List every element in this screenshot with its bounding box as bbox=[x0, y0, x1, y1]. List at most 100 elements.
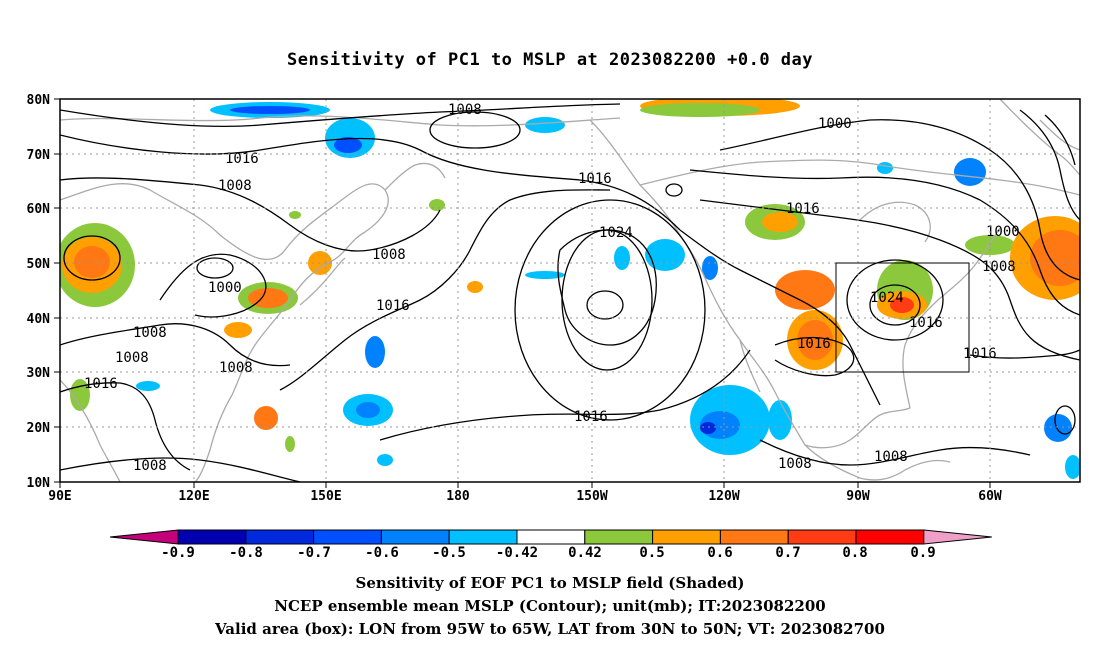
contour-label: 1016 bbox=[963, 346, 997, 362]
lon-label: 150W bbox=[576, 489, 607, 504]
positive-sensitivity-area bbox=[797, 320, 833, 360]
colorbar-segment bbox=[380, 529, 450, 545]
colorbar bbox=[109, 529, 992, 545]
contour-label-layer: 1008 1016 1008 1008 1000 1016 1008 1008 … bbox=[84, 102, 1020, 474]
contour-label: 1016 bbox=[84, 376, 118, 392]
coastline-greenland bbox=[999, 99, 1080, 176]
lon-label: 180 bbox=[446, 489, 470, 504]
contour-low-asia bbox=[63, 235, 121, 281]
contour-1016-sw bbox=[60, 382, 191, 471]
lat-label: 10N bbox=[27, 476, 51, 491]
contour-1008-sw bbox=[60, 323, 291, 367]
contour-label: 1000 bbox=[818, 116, 852, 132]
negative-sensitivity-area bbox=[954, 158, 986, 186]
negative-sensitivity-area bbox=[645, 239, 685, 271]
contour-label: 1024 bbox=[870, 290, 904, 306]
contour-high-pacific-outer bbox=[514, 199, 706, 421]
contour-greenland-low-2 bbox=[1044, 114, 1076, 166]
contour-label: 1000 bbox=[986, 224, 1020, 240]
contour-1016-east bbox=[969, 349, 1080, 359]
lon-label: 120E bbox=[178, 489, 209, 504]
colorbar-label: -0.8 bbox=[229, 545, 263, 561]
coastline-arctic bbox=[60, 115, 621, 127]
contour-1008-na bbox=[689, 169, 1080, 316]
caption-valid-area: Valid area (box): LON from 95W to 65W, L… bbox=[215, 620, 885, 638]
contour-1008-na-south bbox=[759, 439, 1031, 466]
map-title: Sensitivity of PC1 to MSLP at 2023082200… bbox=[286, 50, 813, 70]
positive-sensitivity-area bbox=[467, 281, 483, 293]
colorbar-segment bbox=[177, 529, 247, 545]
colorbar-segment bbox=[245, 529, 315, 545]
coastline-kamchatka bbox=[384, 162, 446, 191]
contour-label: 1000 bbox=[208, 280, 242, 296]
positive-sensitivity-area bbox=[224, 322, 252, 338]
coastline-hudson bbox=[859, 201, 931, 243]
positive-sensitivity-area bbox=[775, 270, 835, 310]
negative-sensitivity-area bbox=[877, 162, 893, 174]
valid-area-box bbox=[835, 262, 970, 373]
contour-1016-central bbox=[279, 189, 611, 391]
contour-label: 1008 bbox=[778, 456, 812, 472]
colorbar-segment bbox=[652, 529, 721, 545]
contour-label: 1024 bbox=[599, 225, 633, 241]
lon-label: 60W bbox=[978, 489, 1002, 504]
positive-sensitivity-area bbox=[285, 436, 295, 452]
colorbar-label: 0.42 bbox=[568, 545, 602, 561]
contour-1008-south bbox=[60, 457, 301, 482]
contour-1008-north bbox=[60, 103, 621, 127]
positive-sensitivity-area bbox=[762, 212, 798, 232]
negative-sensitivity-area bbox=[702, 256, 718, 280]
lon-label: 90E bbox=[48, 489, 71, 504]
lat-label: 60N bbox=[27, 202, 51, 217]
shading-layer bbox=[60, 99, 1080, 479]
negative-sensitivity-area bbox=[525, 271, 565, 279]
colorbar-label: -0.6 bbox=[365, 545, 399, 561]
negative-sensitivity-area bbox=[614, 246, 630, 270]
lat-label: 50N bbox=[27, 257, 51, 272]
contour-label: 1008 bbox=[133, 458, 167, 474]
contour-1016-south-pacific bbox=[379, 349, 751, 441]
contour-1016-gulf bbox=[774, 336, 855, 377]
colorbar-label: -0.42 bbox=[496, 545, 538, 561]
contour-atlantic-high bbox=[846, 259, 944, 341]
negative-sensitivity-area bbox=[1044, 414, 1072, 442]
colorbar-segment bbox=[516, 529, 586, 545]
caption-shading: Sensitivity of EOF PC1 to MSLP field (Sh… bbox=[355, 574, 745, 592]
contour-label: 1008 bbox=[372, 247, 406, 263]
contour-label: 1008 bbox=[982, 259, 1016, 275]
contour-label: 1008 bbox=[133, 325, 167, 341]
colorbar-segment bbox=[313, 529, 382, 545]
colorbar-label: -0.5 bbox=[432, 545, 466, 561]
contour-label: 1008 bbox=[448, 102, 482, 118]
contour-1000-na bbox=[719, 119, 1080, 281]
contour-label: 1008 bbox=[115, 350, 149, 366]
colorbar-label: -0.7 bbox=[297, 545, 331, 561]
negative-sensitivity-area bbox=[136, 381, 160, 391]
colorbar-segment bbox=[448, 529, 518, 545]
positive-sensitivity-area bbox=[890, 297, 914, 313]
contour-low-asia-mid bbox=[196, 257, 234, 279]
contour-1016-north bbox=[60, 134, 681, 231]
contour-label: 1016 bbox=[909, 315, 943, 331]
colorbar-label: 0.5 bbox=[639, 545, 664, 561]
positive-sensitivity-area bbox=[248, 288, 288, 308]
contour-label: 1016 bbox=[574, 409, 608, 425]
lat-label: 30N bbox=[27, 366, 51, 381]
negative-sensitivity-area bbox=[1065, 455, 1080, 479]
contour-1016-na-west bbox=[679, 229, 881, 406]
lat-labels: 80N 70N 60N 50N 40N 30N 20N 10N bbox=[27, 93, 51, 491]
gridlines bbox=[60, 99, 1080, 482]
contour-label: 1016 bbox=[376, 298, 410, 314]
coastline-baja bbox=[739, 339, 761, 393]
colorbar-segment bbox=[923, 529, 992, 545]
negative-sensitivity-area bbox=[768, 400, 792, 440]
colorbar-label: 0.7 bbox=[775, 545, 800, 561]
colorbar-segment bbox=[109, 529, 179, 545]
colorbar-segment bbox=[584, 529, 654, 545]
contour-small-low bbox=[1054, 405, 1076, 435]
positive-sensitivity-area bbox=[640, 103, 760, 117]
contour-1016-na bbox=[699, 199, 1080, 361]
lon-label: 120W bbox=[708, 489, 739, 504]
coastline-india bbox=[60, 379, 121, 482]
